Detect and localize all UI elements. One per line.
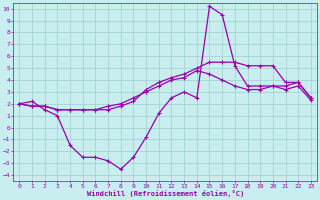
X-axis label: Windchill (Refroidissement éolien,°C): Windchill (Refroidissement éolien,°C) xyxy=(86,190,244,197)
